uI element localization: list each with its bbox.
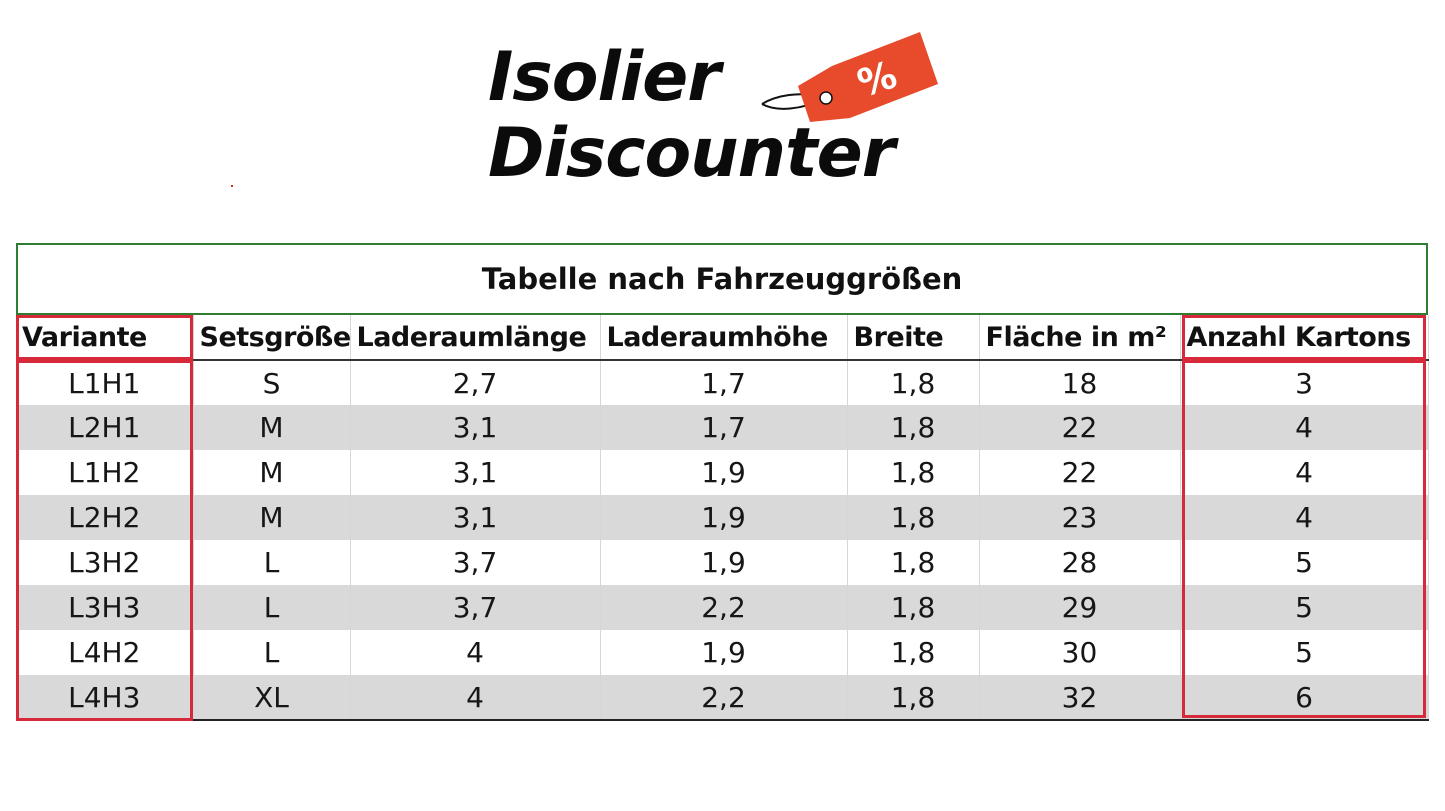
- logo-text-isolier: Isolier: [488, 38, 721, 117]
- cell-breite: 1,8: [847, 405, 980, 450]
- cell-flaeche: 28: [979, 540, 1181, 585]
- cell-laderaumlaenge: 3,7: [350, 540, 601, 585]
- cell-anzahl-kartons: 6: [1180, 675, 1429, 721]
- vehicle-size-table: Tabelle nach Fahrzeuggrößen Variante Set…: [16, 243, 1429, 721]
- cell-anzahl-kartons: 5: [1180, 630, 1429, 675]
- cell-setsgroesse: M: [193, 495, 351, 540]
- header-breite: Breite: [847, 315, 980, 361]
- cell-anzahl-kartons: 4: [1180, 405, 1429, 450]
- cell-flaeche: 32: [979, 675, 1181, 721]
- table-row: L4H2 L 4 1,9 1,8 30 5: [16, 630, 1429, 675]
- isolier-discounter-logo: % Isolier Discounter: [480, 26, 968, 194]
- header-laderaumhoehe: Laderaumhöhe: [600, 315, 848, 361]
- cell-variante: L2H2: [16, 495, 194, 540]
- cell-breite: 1,8: [847, 540, 980, 585]
- cell-variante: L4H3: [16, 675, 194, 721]
- header-row: Variante Setsgröße Laderaumlänge Laderau…: [16, 315, 1429, 361]
- header-anzahl-kartons: Anzahl Kartons: [1180, 315, 1429, 361]
- cell-breite: 1,8: [847, 360, 980, 405]
- cell-breite: 1,8: [847, 585, 980, 630]
- cell-flaeche: 30: [979, 630, 1181, 675]
- cell-setsgroesse: XL: [193, 675, 351, 721]
- cell-flaeche: 29: [979, 585, 1181, 630]
- cell-anzahl-kartons: 3: [1180, 360, 1429, 405]
- header-setsgroesse: Setsgröße: [193, 315, 351, 361]
- cell-variante: L3H2: [16, 540, 194, 585]
- cell-breite: 1,8: [847, 495, 980, 540]
- cell-anzahl-kartons: 5: [1180, 585, 1429, 630]
- cell-setsgroesse: M: [193, 405, 351, 450]
- table-title-bar: Tabelle nach Fahrzeuggrößen: [16, 243, 1428, 315]
- table-row: L2H1 M 3,1 1,7 1,8 22 4: [16, 405, 1429, 450]
- header-laderaumlaenge: Laderaumlänge: [350, 315, 601, 361]
- cell-setsgroesse: L: [193, 540, 351, 585]
- cell-laderaumhoehe: 1,7: [600, 360, 848, 405]
- cell-laderaumhoehe: 1,9: [600, 450, 848, 495]
- cell-laderaumlaenge: 4: [350, 675, 601, 721]
- cell-laderaumhoehe: 1,9: [600, 630, 848, 675]
- cell-laderaumhoehe: 2,2: [600, 585, 848, 630]
- cell-variante: L1H1: [16, 360, 194, 405]
- table-row: L2H2 M 3,1 1,9 1,8 23 4: [16, 495, 1429, 540]
- cell-laderaumhoehe: 1,9: [600, 495, 848, 540]
- cell-laderaumlaenge: 3,7: [350, 585, 601, 630]
- cell-variante: L2H1: [16, 405, 194, 450]
- stray-dot: [231, 185, 233, 187]
- cell-laderaumhoehe: 1,7: [600, 405, 848, 450]
- cell-variante: L4H2: [16, 630, 194, 675]
- cell-laderaumlaenge: 3,1: [350, 450, 601, 495]
- cell-breite: 1,8: [847, 630, 980, 675]
- cell-laderaumlaenge: 4: [350, 630, 601, 675]
- table-title: Tabelle nach Fahrzeuggrößen: [481, 262, 963, 296]
- cell-breite: 1,8: [847, 450, 980, 495]
- cell-flaeche: 18: [979, 360, 1181, 405]
- cell-breite: 1,8: [847, 675, 980, 721]
- cell-flaeche: 22: [979, 405, 1181, 450]
- cell-laderaumhoehe: 1,9: [600, 540, 848, 585]
- cell-setsgroesse: M: [193, 450, 351, 495]
- cell-variante: L3H3: [16, 585, 194, 630]
- cell-laderaumlaenge: 3,1: [350, 405, 601, 450]
- cell-setsgroesse: L: [193, 630, 351, 675]
- cell-setsgroesse: S: [193, 360, 351, 405]
- table-row: L3H2 L 3,7 1,9 1,8 28 5: [16, 540, 1429, 585]
- table-row: L4H3 XL 4 2,2 1,8 32 6: [16, 675, 1429, 721]
- cell-laderaumhoehe: 2,2: [600, 675, 848, 721]
- cell-flaeche: 23: [979, 495, 1181, 540]
- logo-text-discounter: Discounter: [488, 114, 895, 193]
- table-row: L1H2 M 3,1 1,9 1,8 22 4: [16, 450, 1429, 495]
- cell-variante: L1H2: [16, 450, 194, 495]
- cell-laderaumlaenge: 3,1: [350, 495, 601, 540]
- cell-anzahl-kartons: 4: [1180, 495, 1429, 540]
- cell-laderaumlaenge: 2,7: [350, 360, 601, 405]
- header-flaeche: Fläche in m²: [979, 315, 1181, 361]
- cell-flaeche: 22: [979, 450, 1181, 495]
- price-tag-icon: %: [761, 32, 938, 122]
- header-variante: Variante: [16, 315, 194, 361]
- cell-anzahl-kartons: 5: [1180, 540, 1429, 585]
- cell-anzahl-kartons: 4: [1180, 450, 1429, 495]
- table-row: L3H3 L 3,7 2,2 1,8 29 5: [16, 585, 1429, 630]
- size-grid: Variante Setsgröße Laderaumlänge Laderau…: [16, 315, 1429, 721]
- table-row: L1H1 S 2,7 1,7 1,8 18 3: [16, 360, 1429, 405]
- cell-setsgroesse: L: [193, 585, 351, 630]
